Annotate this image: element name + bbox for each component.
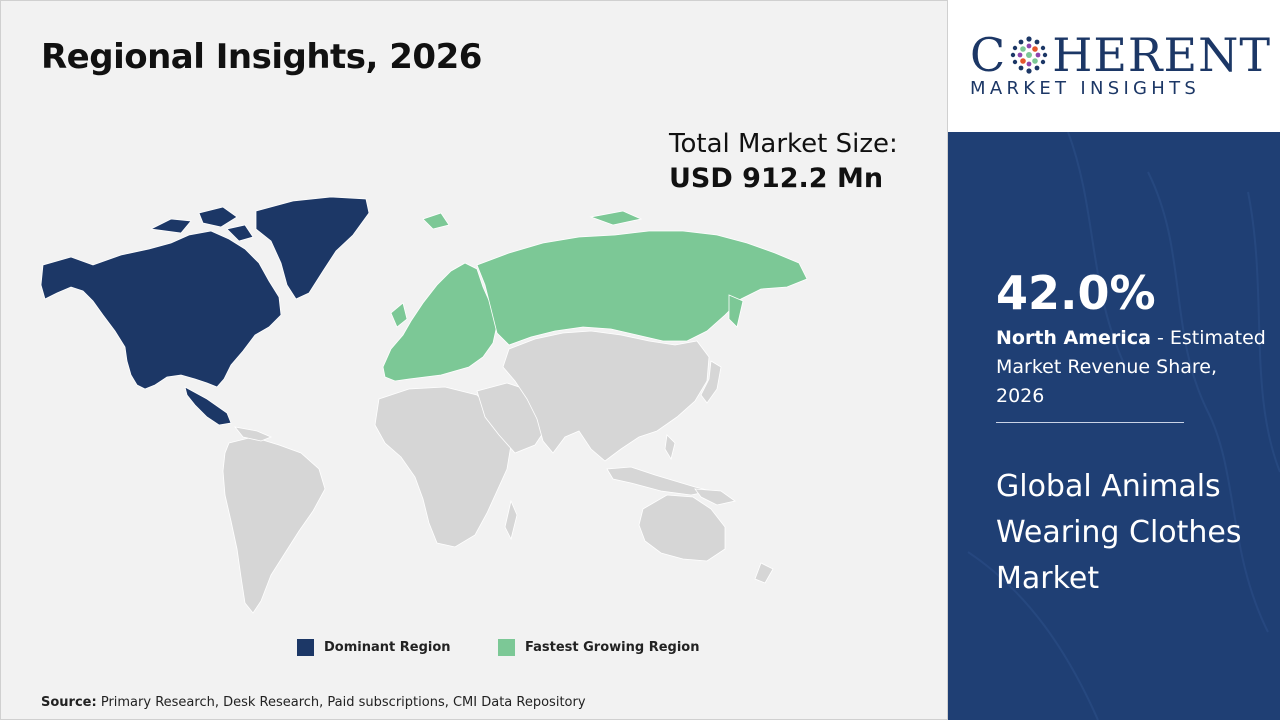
share-caption: - Estimated Market Revenue Share, 2026 xyxy=(996,327,1266,407)
region-africa xyxy=(374,386,518,548)
share-region: North America xyxy=(996,327,1151,349)
legend-fastest-growing: Fastest Growing Region xyxy=(498,639,699,656)
legend-swatch-dominant xyxy=(297,639,314,656)
insight-panel: C xyxy=(948,0,1280,720)
logo-word-rest: HERENT xyxy=(1052,28,1272,82)
market-name: Global Animals Wearing Clothes Market xyxy=(996,469,1242,596)
region-asia xyxy=(502,330,722,496)
source-text: Primary Research, Desk Research, Paid su… xyxy=(100,695,586,710)
region-latin-america xyxy=(222,426,326,614)
region-russia xyxy=(476,210,808,346)
logo-subtitle: MARKET INSIGHTS xyxy=(970,78,1201,99)
page-title: Regional Insights, 2026 xyxy=(41,37,482,77)
legend-label-dominant: Dominant Region xyxy=(324,640,451,655)
divider xyxy=(996,422,1184,423)
globe-icon xyxy=(1011,36,1048,74)
market-size-block: Total Market Size: USD 912.2 Mn xyxy=(669,129,898,194)
background-texture xyxy=(967,132,1280,720)
legend-label-fastest-growing: Fastest Growing Region xyxy=(525,640,700,655)
region-north-america xyxy=(40,206,282,426)
logo: C xyxy=(948,0,1280,132)
legend-dominant: Dominant Region xyxy=(297,639,451,656)
region-oceania xyxy=(638,488,774,584)
logo-letter-c: C xyxy=(970,28,1007,82)
share-value: 42.0% xyxy=(996,266,1156,320)
logo-wordmark: C xyxy=(970,28,1271,82)
region-europe xyxy=(382,212,498,382)
source-prefix: Source: xyxy=(41,695,97,710)
world-map xyxy=(40,196,808,614)
share-description: North America - Estimated Market Revenue… xyxy=(996,324,1271,411)
region-greenland xyxy=(255,196,370,300)
legend-swatch-fastest-growing xyxy=(498,639,515,656)
map-panel: Regional Insights, 2026 Total Market Siz… xyxy=(0,0,948,720)
market-size-value: USD 912.2 Mn xyxy=(669,163,884,194)
highlight-card: 42.0% North America - Estimated Market R… xyxy=(948,132,1280,720)
market-size-label: Total Market Size: xyxy=(669,129,898,159)
source-note: Source: Primary Research, Desk Research,… xyxy=(41,695,586,710)
